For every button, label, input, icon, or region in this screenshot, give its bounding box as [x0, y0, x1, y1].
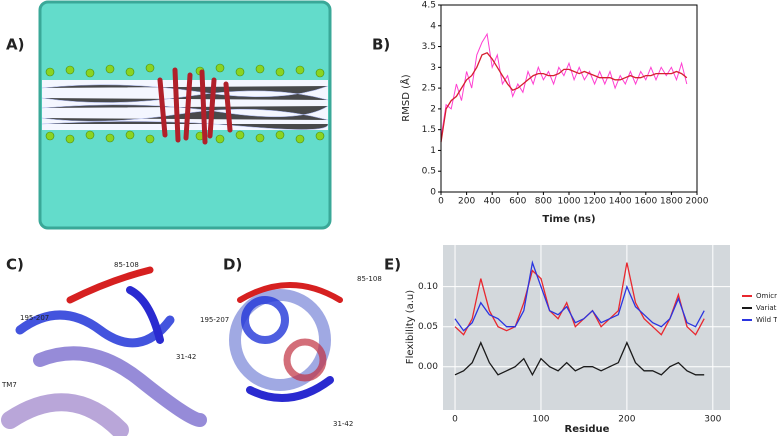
- x-tick-label: 1400: [609, 197, 632, 207]
- y-tick-label: 0.10: [418, 282, 438, 292]
- x-tick-label: 0: [452, 415, 458, 425]
- y-tick-label: 3.5: [422, 42, 436, 52]
- series-line: [454, 341, 705, 377]
- structure-render-c: [1, 266, 207, 436]
- panel-label: C): [6, 256, 24, 274]
- panel-label: D): [223, 256, 242, 274]
- x-tick-label: 0: [438, 197, 444, 207]
- annotation: 31-42: [333, 420, 353, 428]
- x-tick-label: 800: [535, 197, 552, 207]
- x-tick-label: 200: [618, 415, 635, 425]
- annotation: 195-207: [20, 314, 49, 322]
- y-tick-label: 1.5: [422, 125, 436, 135]
- structure-render-d: [229, 282, 343, 402]
- y-axis-label: RMSD (Å): [399, 74, 412, 122]
- x-axis-label: Time (ns): [542, 214, 595, 225]
- x-tick-label: 1200: [583, 197, 606, 207]
- annotation: 31-42: [176, 353, 196, 361]
- x-tick-label: 100: [532, 415, 549, 425]
- y-tick-label: 0: [430, 188, 436, 198]
- plot-background: [443, 245, 730, 410]
- x-tick-label: 1800: [660, 197, 683, 207]
- x-tick-label: 300: [704, 415, 721, 425]
- series-line: [454, 262, 705, 336]
- x-tick-label: 200: [458, 197, 475, 207]
- series-line: [440, 52, 688, 143]
- legend-label: Wild Type: [756, 316, 777, 324]
- y-tick-label: 0.5: [422, 167, 436, 177]
- series-line: [454, 260, 705, 332]
- x-axis-label: Residue: [565, 424, 610, 435]
- annotation: 85-108: [357, 275, 382, 283]
- x-tick-label: 1000: [558, 197, 581, 207]
- y-tick-label: 4: [430, 21, 436, 31]
- annotation: 85-108: [114, 261, 139, 269]
- plot-frame: [440, 4, 698, 193]
- y-tick-label: 2: [430, 104, 436, 114]
- y-tick-label: 2.5: [422, 84, 436, 94]
- y-tick-label: 0.05: [418, 322, 438, 332]
- y-tick-label: 1: [430, 146, 436, 156]
- y-tick-label: 4.5: [422, 1, 436, 11]
- x-tick-label: 1600: [634, 197, 657, 207]
- legend-label: Variation: [756, 304, 777, 312]
- x-tick-label: 600: [509, 197, 526, 207]
- legend-label: Omicron: [756, 292, 777, 300]
- x-tick-label: 400: [484, 197, 501, 207]
- membrane-render: [38, 0, 332, 230]
- panel-label: E): [384, 256, 401, 274]
- annotation: 195-207: [200, 316, 229, 324]
- x-tick-label: 2000: [686, 197, 709, 207]
- annotation: TM7: [1, 381, 17, 389]
- series-line: [440, 32, 688, 139]
- y-axis-label: Flexibility (a.u): [405, 290, 416, 364]
- panel-label: A): [6, 36, 24, 54]
- y-tick-label: 3: [430, 63, 436, 73]
- panel-label: B): [372, 36, 390, 54]
- y-tick-label: 0.00: [418, 362, 438, 372]
